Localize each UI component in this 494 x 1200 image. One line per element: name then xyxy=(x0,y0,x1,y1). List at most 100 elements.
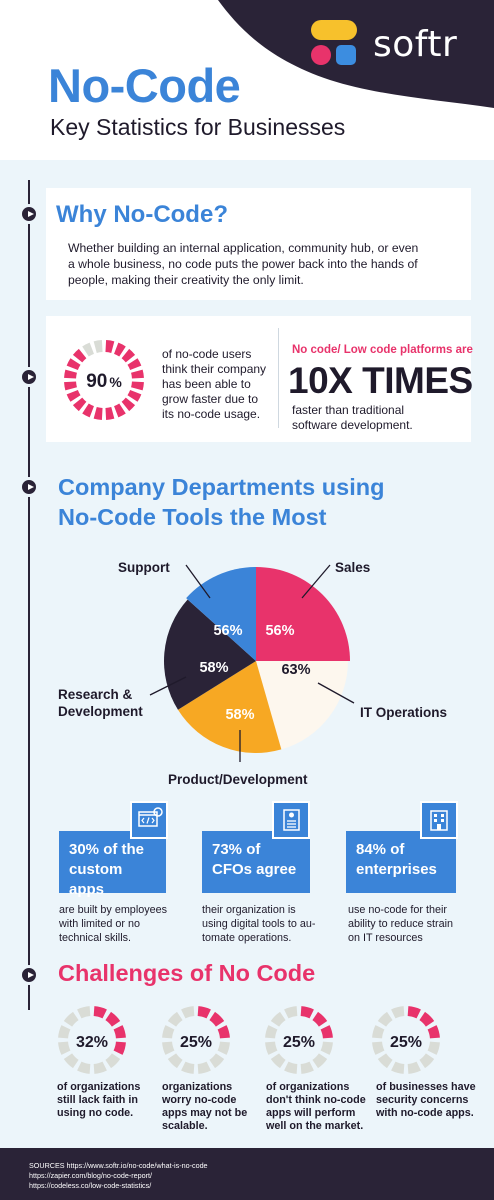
ring-segment xyxy=(265,1025,278,1039)
desc-line: of organizations xyxy=(57,1081,141,1093)
pie-slice-support xyxy=(186,567,256,661)
ring-segment xyxy=(63,1011,79,1027)
sales-leader-line xyxy=(301,564,331,599)
fact-desc-enterprises: use no-code for their ability to reduce … xyxy=(348,903,453,945)
desc-line: security concerns xyxy=(376,1094,469,1106)
desc-line: with limited or no xyxy=(59,918,141,930)
timeline-line xyxy=(28,180,30,1010)
ring-segment xyxy=(419,1011,435,1027)
timeline-arrow-icon xyxy=(19,965,39,985)
building-icon xyxy=(420,801,458,839)
research-label-line2: Development xyxy=(58,704,143,719)
challenge-desc: of organizations still lack faith in usi… xyxy=(57,1081,140,1120)
desc-line: worry no-code xyxy=(162,1094,237,1106)
ring-segment xyxy=(372,1041,385,1055)
ring-segment xyxy=(82,403,94,418)
ring-segment xyxy=(72,397,87,412)
growth-ring-segments xyxy=(64,340,144,420)
ring-segment xyxy=(131,369,144,379)
ring-segment xyxy=(127,358,142,370)
ring-segment xyxy=(82,342,94,357)
challenge-percent: 25% xyxy=(390,1034,422,1051)
sources: SOURCES https://www.softr.io/no-code/wha… xyxy=(29,1161,208,1191)
growth-card xyxy=(46,316,471,442)
speed-sub-text: faster than traditional software develop… xyxy=(292,403,413,432)
pie-value-label: 63% xyxy=(281,662,310,678)
ring-segment xyxy=(217,1041,230,1055)
desc-line: using no code. xyxy=(57,1107,134,1119)
source-link[interactable]: SOURCES https://www.softr.io/no-code/wha… xyxy=(29,1161,208,1170)
ring-segment xyxy=(197,1061,211,1074)
growth-ring: 90% xyxy=(64,340,144,420)
sales-label: Sales xyxy=(335,560,371,575)
softr-logo-mark-icon xyxy=(311,20,359,68)
ring-segment xyxy=(407,1006,421,1019)
source-link[interactable]: https://codeless.co/low-code-statistics/ xyxy=(29,1181,152,1190)
fact-line2: enterprises xyxy=(356,861,437,878)
ring-segment xyxy=(270,1011,286,1027)
ring-segment xyxy=(105,1053,121,1069)
why-title: Why No-Code? xyxy=(56,201,228,228)
desc-line: technical skills. xyxy=(59,932,132,944)
ring-segment xyxy=(265,1041,278,1055)
support-leader-line xyxy=(185,564,211,599)
challenge-rings: 32% 25% 25% 25% xyxy=(58,1006,440,1074)
ring-segment xyxy=(63,1053,79,1069)
ring-segment xyxy=(391,1006,405,1019)
challenge-percent: 25% xyxy=(283,1034,315,1051)
ring-segment xyxy=(114,342,126,357)
timeline-arrow-icon xyxy=(19,367,39,387)
desc-line: don't think no-code xyxy=(266,1094,366,1106)
pie-slice-research-development xyxy=(164,599,256,710)
ring-segment xyxy=(72,348,87,363)
challenge-percent: 32% xyxy=(76,1034,108,1051)
fact-line1: 73% of xyxy=(212,841,261,858)
desc-line: scalable. xyxy=(162,1120,208,1132)
ring-segment xyxy=(377,1011,393,1027)
ring-segment xyxy=(162,1025,175,1039)
departments-pie-chart: 56% 63% 58% 58% 56% xyxy=(149,564,355,762)
ring-segment xyxy=(300,1006,314,1019)
ring-segment xyxy=(167,1053,183,1069)
ring-segment xyxy=(64,369,77,379)
divider xyxy=(278,328,279,428)
desc-line: apps may not be xyxy=(162,1107,248,1119)
desc-line: of organizations xyxy=(266,1081,350,1093)
source-link[interactable]: https://zapier.com/blog/no-code-report/ xyxy=(29,1171,153,1180)
speed-heading: No code/ Low code platforms are xyxy=(292,344,473,356)
desc-line: of businesses have xyxy=(376,1081,476,1093)
departments-title-line2: No-Code Tools the Most xyxy=(58,504,327,530)
document-person-icon xyxy=(272,801,310,839)
ring-segment xyxy=(312,1011,328,1027)
departments-title-line1: Company Departments using xyxy=(58,474,385,500)
ring-segment xyxy=(372,1025,385,1039)
pie-slice-product-development xyxy=(177,661,282,753)
ring-segment xyxy=(127,390,142,402)
ring-segment xyxy=(66,358,81,370)
ring-segment xyxy=(121,348,136,363)
pie-slice-sales xyxy=(256,567,350,661)
research-label: Research & Development xyxy=(58,686,143,720)
ring-segment xyxy=(300,1061,314,1074)
speed-big-text: 10X TIMES xyxy=(288,360,473,401)
page-subtitle: Key Statistics for Businesses xyxy=(50,114,346,140)
research-label-line1: Research & xyxy=(58,687,133,702)
desc-line: use no-code for their xyxy=(348,904,448,916)
desc-line: their organization is xyxy=(202,904,296,916)
ring-segment xyxy=(113,1025,126,1039)
ring-segment xyxy=(427,1025,440,1039)
ring-segment xyxy=(105,1011,121,1027)
desc-line: ability to reduce strain xyxy=(348,918,454,930)
challenge-desc: organizations worry no-code apps may not… xyxy=(162,1081,247,1133)
ring-segment xyxy=(320,1025,333,1039)
softr-logo[interactable]: softr xyxy=(311,20,457,68)
timeline-arrow-icon xyxy=(19,477,39,497)
why-text: Whether building an internal application… xyxy=(68,241,419,287)
ring-segment xyxy=(312,1053,328,1069)
ring-segment xyxy=(284,1061,298,1074)
ring-segment xyxy=(197,1006,211,1019)
page-title: No-Code xyxy=(48,59,241,112)
ring-segment xyxy=(64,381,77,391)
desc-line: apps will perform xyxy=(266,1107,356,1119)
departments-title: Company Departments using No-Code Tools … xyxy=(58,472,458,532)
